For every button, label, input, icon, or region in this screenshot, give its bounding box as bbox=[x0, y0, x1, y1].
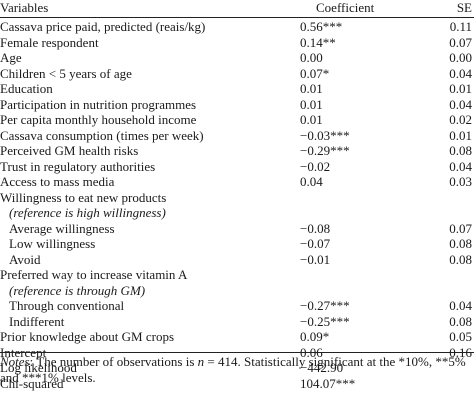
row-coefficient: −0.01 bbox=[300, 251, 331, 267]
row-label: Trust in regulatory authorities bbox=[0, 158, 156, 174]
row-label: Indifferent bbox=[9, 313, 65, 329]
bottom-rule bbox=[0, 352, 474, 353]
row-coefficient: 104.07*** bbox=[300, 375, 356, 391]
row-coefficient: −0.25*** bbox=[300, 313, 350, 329]
table-row: Willingness to eat new products bbox=[0, 190, 474, 206]
row-label: (reference is through GM) bbox=[9, 282, 146, 298]
row-label: Age bbox=[0, 50, 22, 65]
table-row: Female respondent 0.14** 0.07 bbox=[0, 35, 474, 51]
row-se: 0.01 bbox=[449, 127, 472, 143]
row-se: 0.07 bbox=[449, 220, 472, 236]
row-coefficient: 0.14** bbox=[300, 34, 336, 50]
row-label: Preferred way to increase vitamin A bbox=[0, 267, 188, 282]
row-label: Average willingness bbox=[9, 220, 115, 236]
table-row: Preferred way to increase vitamin A bbox=[0, 267, 474, 283]
row-se: 0.08 bbox=[449, 236, 472, 251]
row-se: 0.08 bbox=[449, 313, 472, 329]
table-row: (reference is high willingness) bbox=[0, 205, 474, 221]
row-coefficient: −0.03*** bbox=[300, 127, 350, 143]
row-label: Children < 5 years of age bbox=[0, 65, 132, 81]
row-coefficient: 0.07* bbox=[300, 65, 330, 81]
row-coefficient: 0.09* bbox=[300, 329, 330, 344]
row-se: 0.05 bbox=[449, 329, 472, 344]
row-coefficient: −442.90 bbox=[300, 360, 344, 375]
row-label: Female respondent bbox=[0, 34, 99, 50]
table-row: Prior knowledge about GM crops 0.09* 0.05 bbox=[0, 329, 474, 345]
row-se: 0.00 bbox=[449, 50, 472, 65]
row-coefficient: −0.07 bbox=[300, 236, 331, 251]
row-coefficient: −0.02 bbox=[300, 158, 331, 174]
notes-n-symbol: n bbox=[197, 354, 205, 369]
header-se: SE bbox=[456, 0, 472, 15]
table-row: Cassava consumption (times per week) −0.0… bbox=[0, 128, 474, 144]
notes-text-2: = 414. Statistically significant at the … bbox=[0, 354, 466, 385]
table-row: Participation in nutrition programmes 0.0… bbox=[0, 97, 474, 113]
notes-text-1: : The number of observations is bbox=[29, 354, 198, 369]
table-row: Low willingness −0.07 0.08 bbox=[0, 236, 474, 252]
row-label: Prior knowledge about GM crops bbox=[0, 329, 175, 344]
header-rule bbox=[0, 17, 474, 18]
row-coefficient: 0.01 bbox=[300, 81, 323, 96]
header-coefficient: Coefficient bbox=[316, 0, 375, 15]
table-row: Avoid −0.01 0.08 bbox=[0, 252, 474, 268]
row-coefficient: −0.29*** bbox=[300, 143, 350, 158]
row-se: 0.08 bbox=[449, 251, 472, 267]
table-row: Trust in regulatory authorities −0.02 0.04 bbox=[0, 159, 474, 175]
row-label: Cassava consumption (times per week) bbox=[0, 127, 204, 143]
table-header-row: Variables Coefficient SE bbox=[0, 0, 474, 17]
row-coefficient: 0.56*** bbox=[300, 19, 343, 34]
row-se: 0.02 bbox=[449, 112, 472, 127]
table-row: Age 0.00 0.00 bbox=[0, 50, 474, 66]
row-coefficient: −0.08 bbox=[300, 220, 331, 236]
row-coefficient: 0.01 bbox=[300, 96, 323, 112]
row-label: Chi-squared bbox=[0, 375, 64, 391]
row-coefficient: 0.04 bbox=[300, 174, 323, 189]
row-label: Willingness to eat new products bbox=[0, 189, 167, 205]
row-coefficient: 0.00 bbox=[300, 50, 323, 65]
table-row: Children < 5 years of age 0.07* 0.04 bbox=[0, 66, 474, 82]
table-row: Access to mass media 0.04 0.03 bbox=[0, 174, 474, 190]
table-row: Log likelihood −442.90 bbox=[0, 360, 474, 376]
table-row: Per capita monthly household income 0.01 0… bbox=[0, 112, 474, 128]
row-label: Through conventional bbox=[9, 298, 125, 313]
row-se: 0.04 bbox=[449, 298, 472, 313]
row-se: 0.04 bbox=[449, 65, 472, 81]
table-row: Perceived GM health risks −0.29*** 0.08 bbox=[0, 143, 474, 159]
row-label: Per capita monthly household income bbox=[0, 112, 197, 127]
row-coefficient: −0.27*** bbox=[300, 298, 350, 313]
row-label: Perceived GM health risks bbox=[0, 143, 139, 158]
row-se: 0.08 bbox=[449, 143, 472, 158]
table-row: Chi-squared 104.07*** bbox=[0, 376, 474, 392]
row-label: Participation in nutrition programmes bbox=[0, 96, 197, 112]
table-row: Cassava price paid, predicted (reais/kg)… bbox=[0, 19, 474, 35]
table-row: Indifferent −0.25*** 0.08 bbox=[0, 314, 474, 330]
row-se: 0.04 bbox=[449, 96, 472, 112]
row-se: 0.07 bbox=[449, 34, 472, 50]
table-row: Average willingness −0.08 0.07 bbox=[0, 221, 474, 237]
row-coefficient: 0.01 bbox=[300, 112, 323, 127]
row-label: Log likelihood bbox=[0, 360, 77, 375]
table-row: Through conventional −0.27*** 0.04 bbox=[0, 298, 474, 314]
row-se: 0.04 bbox=[449, 158, 472, 174]
row-se: 0.01 bbox=[449, 81, 472, 96]
row-se: 0.03 bbox=[449, 174, 472, 189]
regression-table: Variables Coefficient SE Cassava price p… bbox=[0, 0, 474, 391]
row-label: (reference is high willingness) bbox=[9, 205, 166, 220]
header-variables: Variables bbox=[0, 0, 49, 15]
row-label: Cassava price paid, predicted (reais/kg) bbox=[0, 19, 206, 34]
row-label: Education bbox=[0, 81, 53, 96]
row-se: 0.11 bbox=[449, 19, 472, 34]
row-label: Avoid bbox=[9, 251, 41, 267]
row-label: Access to mass media bbox=[0, 174, 115, 189]
table-row: Education 0.01 0.01 bbox=[0, 81, 474, 97]
notes-label: Notes bbox=[0, 354, 30, 369]
row-label: Low willingness bbox=[9, 236, 96, 251]
table-notes: Notes: The number of observations is n =… bbox=[0, 354, 474, 385]
table-body: Cassava price paid, predicted (reais/kg)… bbox=[0, 19, 474, 391]
table-row: (reference is through GM) bbox=[0, 283, 474, 299]
